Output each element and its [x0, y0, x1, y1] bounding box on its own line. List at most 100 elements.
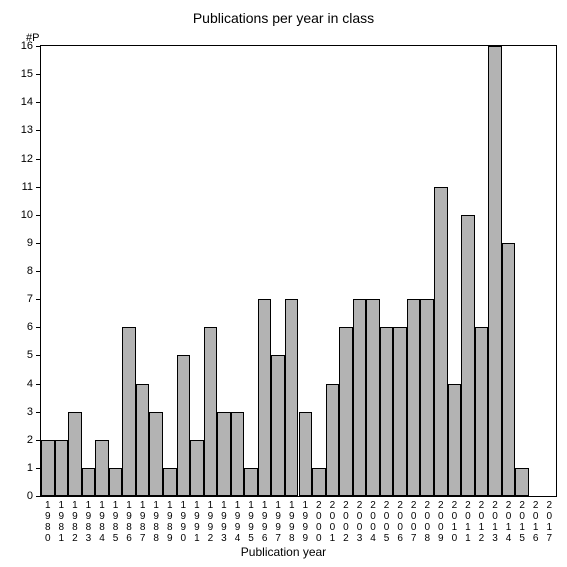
- x-tick-label: 1988: [151, 500, 161, 544]
- x-tick-label: 1999: [300, 500, 310, 544]
- y-tick-label: 2: [27, 434, 33, 446]
- x-tick-label: 1984: [97, 500, 107, 544]
- x-tick-label: 2007: [409, 500, 419, 544]
- y-tick: [36, 46, 41, 47]
- y-tick-label: 0: [27, 490, 33, 502]
- y-tick: [36, 299, 41, 300]
- bar: [82, 468, 96, 496]
- y-tick-label: 15: [21, 68, 33, 80]
- y-tick: [36, 327, 41, 328]
- bar: [312, 468, 326, 496]
- x-tick-label: 1990: [178, 500, 188, 544]
- plot-area: 0123456789101112131415161980198119821983…: [40, 45, 557, 497]
- x-axis-label: Publication year: [0, 545, 567, 559]
- bar: [407, 299, 421, 496]
- y-tick: [36, 355, 41, 356]
- x-tick-label: 1993: [219, 500, 229, 544]
- x-tick-label: 2011: [463, 500, 473, 544]
- y-tick-label: 8: [27, 265, 33, 277]
- bar: [380, 327, 394, 496]
- x-tick-label: 1998: [287, 500, 297, 544]
- bar: [55, 440, 69, 496]
- bar: [149, 412, 163, 496]
- bar: [68, 412, 82, 496]
- x-tick-label: 1991: [192, 500, 202, 544]
- y-tick-label: 3: [27, 406, 33, 418]
- chart-container: Publications per year in class #P 012345…: [0, 0, 567, 567]
- bar: [299, 412, 313, 496]
- y-tick-label: 12: [21, 153, 33, 165]
- bar: [339, 327, 353, 496]
- x-tick-label: 2015: [517, 500, 527, 544]
- y-tick-label: 10: [21, 209, 33, 221]
- x-tick-label: 1980: [43, 500, 53, 544]
- bar: [204, 327, 218, 496]
- y-tick: [36, 159, 41, 160]
- y-tick-label: 4: [27, 378, 33, 390]
- bar: [217, 412, 231, 496]
- y-tick-label: 6: [27, 321, 33, 333]
- y-tick-label: 14: [21, 96, 33, 108]
- x-tick-label: 2004: [368, 500, 378, 544]
- bar: [420, 299, 434, 496]
- x-tick-label: 2016: [531, 500, 541, 544]
- x-tick-label: 1983: [83, 500, 93, 544]
- bar: [41, 440, 55, 496]
- bar: [353, 299, 367, 496]
- x-tick-label: 2006: [395, 500, 405, 544]
- y-tick-label: 16: [21, 40, 33, 52]
- bar: [448, 384, 462, 497]
- y-tick-label: 7: [27, 293, 33, 305]
- bar: [502, 243, 516, 496]
- bar: [244, 468, 258, 496]
- bar: [190, 440, 204, 496]
- y-tick-label: 13: [21, 124, 33, 136]
- bar: [122, 327, 136, 496]
- x-tick-label: 1994: [233, 500, 243, 544]
- y-tick: [36, 187, 41, 188]
- bar: [366, 299, 380, 496]
- bar: [393, 327, 407, 496]
- bar: [326, 384, 340, 497]
- y-tick: [36, 130, 41, 131]
- bar: [95, 440, 109, 496]
- bar: [258, 299, 272, 496]
- x-tick-label: 1987: [138, 500, 148, 544]
- x-tick-label: 2009: [436, 500, 446, 544]
- x-tick-label: 1985: [111, 500, 121, 544]
- x-tick-label: 2001: [327, 500, 337, 544]
- x-tick-label: 1981: [56, 500, 66, 544]
- x-tick-label: 2005: [382, 500, 392, 544]
- bar: [488, 46, 502, 496]
- x-tick-label: 2013: [490, 500, 500, 544]
- bar: [136, 384, 150, 497]
- bar: [434, 187, 448, 496]
- x-tick-label: 1996: [260, 500, 270, 544]
- bar: [177, 355, 191, 496]
- y-tick-label: 11: [22, 181, 33, 193]
- y-tick: [36, 496, 41, 497]
- x-tick-label: 2012: [476, 500, 486, 544]
- y-tick: [36, 384, 41, 385]
- chart-title: Publications per year in class: [0, 10, 567, 26]
- x-tick-label: 2010: [449, 500, 459, 544]
- bar: [163, 468, 177, 496]
- x-tick-label: 1995: [246, 500, 256, 544]
- x-tick-label: 1989: [165, 500, 175, 544]
- x-tick-label: 1997: [273, 500, 283, 544]
- y-tick-label: 5: [27, 349, 33, 361]
- y-tick-label: 9: [27, 237, 33, 249]
- y-tick: [36, 74, 41, 75]
- bar: [515, 468, 529, 496]
- x-tick-label: 1992: [205, 500, 215, 544]
- y-tick: [36, 271, 41, 272]
- x-tick-label: 1986: [124, 500, 134, 544]
- bar: [109, 468, 123, 496]
- bar: [475, 327, 489, 496]
- y-tick: [36, 102, 41, 103]
- y-tick: [36, 215, 41, 216]
- bar: [271, 355, 285, 496]
- bar: [231, 412, 245, 496]
- x-tick-label: 2002: [341, 500, 351, 544]
- x-tick-label: 2017: [544, 500, 554, 544]
